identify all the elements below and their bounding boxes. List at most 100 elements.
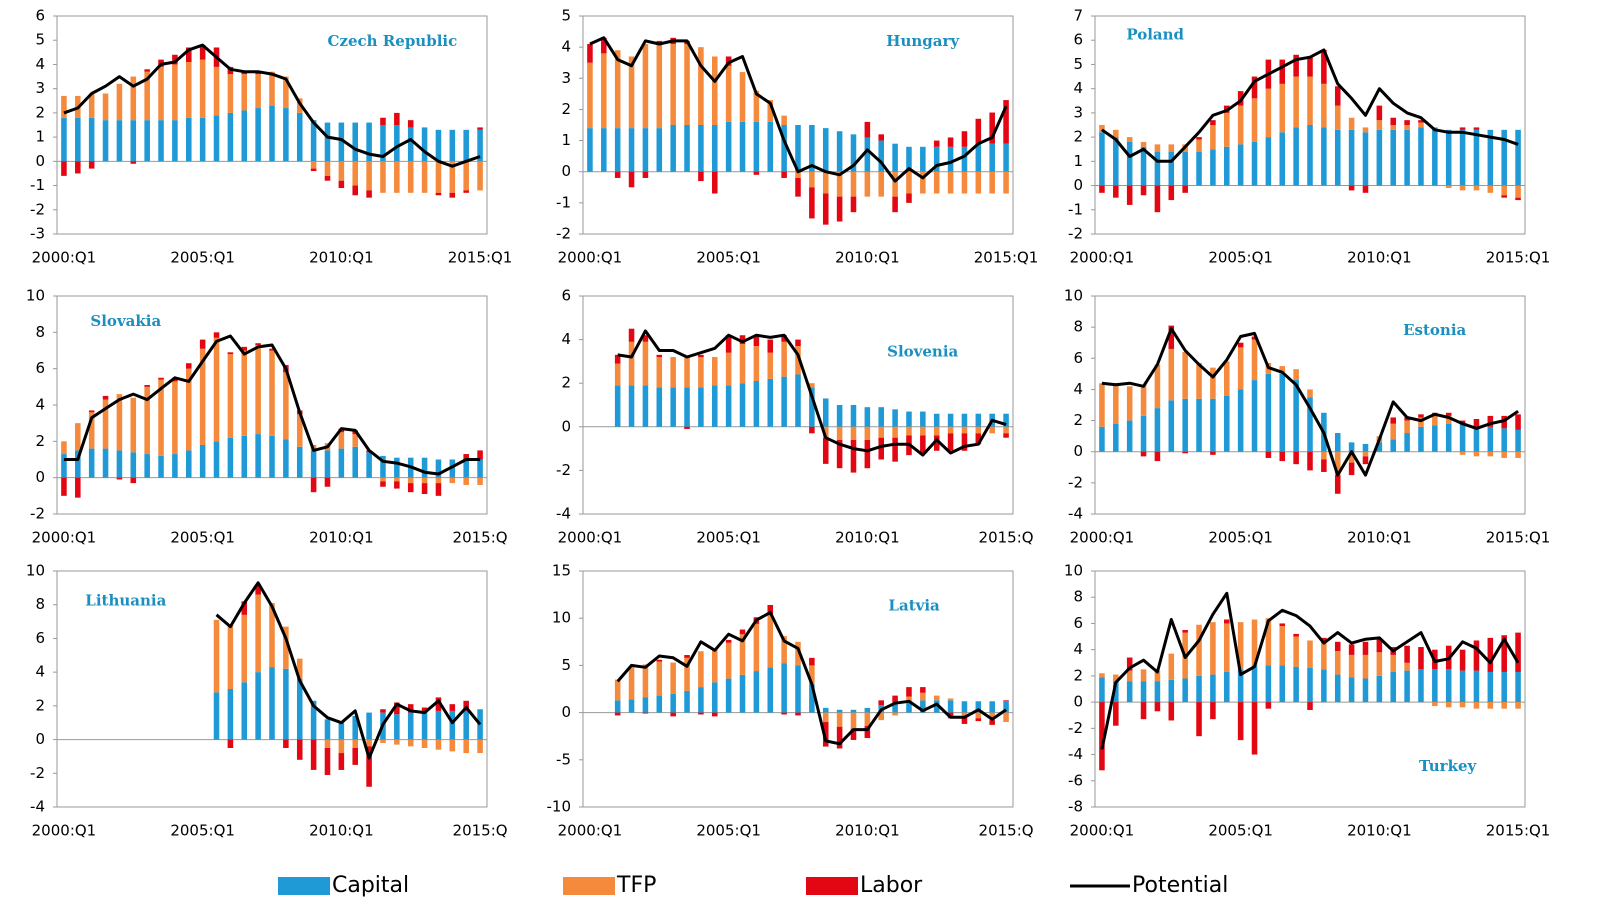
bar-segment [1362, 451, 1369, 457]
bar-segment [933, 695, 940, 701]
bar-segment [1210, 451, 1216, 455]
bar-segment [1154, 670, 1161, 682]
bar-segment [75, 117, 81, 162]
bar-segment [1237, 669, 1244, 703]
bar-segment [809, 187, 815, 219]
bar-segment [144, 69, 150, 72]
y-tick-label: 4 [561, 38, 571, 56]
bar-segment [614, 354, 621, 364]
bar-segment [656, 387, 663, 427]
bar-segment [989, 720, 995, 725]
bar-segment [1279, 373, 1286, 452]
y-tick-label: 2 [1073, 666, 1083, 684]
bar-segment [781, 376, 787, 427]
plot-frame [1094, 295, 1526, 515]
bar-segment [1154, 364, 1161, 409]
bar-segment [199, 339, 206, 349]
bar-segment [795, 125, 801, 172]
bar-segment [1196, 702, 1202, 737]
bar-segment [1515, 702, 1521, 709]
bar-segment [158, 66, 164, 121]
bar-segment [1126, 185, 1133, 205]
panel-title: Latvia [888, 596, 940, 614]
bar-segment [878, 171, 884, 197]
bar-segment [269, 105, 275, 162]
bar-segment [1182, 151, 1188, 186]
bar-segment [158, 120, 164, 162]
y-tick-label: -5 [556, 750, 571, 768]
x-tick-label: 2005:Q1 [170, 249, 235, 267]
bar-segment [1003, 426, 1009, 434]
bar-segment [1237, 144, 1244, 186]
x-tick-label: 2010:Q1 [835, 822, 900, 840]
bar-segment [352, 739, 358, 748]
bar-segment [75, 423, 81, 451]
bar-segment [463, 710, 469, 740]
bar-segment [850, 426, 857, 440]
bar-segment [1487, 129, 1494, 186]
bar-segment [1265, 88, 1272, 138]
bar-segment [767, 352, 774, 379]
bar-segment [933, 435, 940, 451]
bar-segment [394, 457, 400, 478]
bar-segment [947, 433, 954, 451]
bar-segment [296, 446, 303, 478]
bar-segment [1224, 146, 1230, 186]
bar-segment [975, 143, 982, 172]
bar-segment [642, 385, 649, 427]
potential-line [1101, 327, 1519, 477]
bar-segment [878, 700, 884, 706]
bar-segment [642, 341, 649, 386]
bar-segment [1501, 635, 1507, 672]
bar-segment [310, 120, 317, 162]
bar-segment [739, 634, 746, 675]
y-tick-label: 0 [1073, 442, 1083, 460]
bar-segment [1404, 662, 1410, 671]
bar-segment [1515, 451, 1521, 458]
bar-segment [158, 379, 164, 456]
bar-segment [684, 387, 690, 427]
bar-segment [864, 171, 871, 197]
bar-segment [822, 722, 829, 747]
bar-segment [698, 357, 704, 388]
bar-segment [753, 381, 760, 427]
bar-segment [642, 697, 649, 713]
bar-segment [324, 175, 331, 181]
x-tick-label: 2005:Q1 [170, 822, 235, 840]
x-tick-label: 2015:Q1 [1486, 249, 1551, 267]
bar-segment [463, 477, 469, 485]
bar-segment [892, 703, 898, 713]
bar-segment [1224, 671, 1230, 703]
bar-segment [906, 701, 912, 713]
bar-segment [906, 696, 912, 702]
bar-segment [407, 483, 414, 493]
x-tick-label: 2000:Q1 [32, 249, 97, 267]
bar-segment [241, 346, 248, 351]
bar-segment [186, 363, 192, 369]
bar-segment [407, 712, 414, 740]
y-tick-label: 7 [1073, 7, 1083, 25]
bar-segment [1265, 137, 1272, 186]
bar-segment [906, 426, 912, 436]
bar-segment [1224, 112, 1230, 147]
bar-segment [1404, 420, 1410, 434]
bar-segment [961, 146, 968, 172]
bar-segment [1265, 618, 1272, 666]
x-tick-label: 2015:Q [979, 822, 1034, 840]
bar-segment [1154, 702, 1161, 712]
y-tick-label: 6 [35, 359, 45, 377]
x-tick-label: 2015:Q1 [974, 249, 1039, 267]
bar-segment [255, 108, 261, 162]
x-tick-label: 2005:Q1 [696, 249, 761, 267]
bar-segment [283, 372, 289, 440]
bar-segment [88, 93, 95, 118]
bar-segment [1099, 673, 1105, 678]
bar-segment [822, 398, 829, 427]
bar-segment [628, 171, 635, 188]
bar-segment [296, 658, 303, 679]
x-tick-label: 2015:Q [453, 529, 508, 547]
y-tick-label: 2 [35, 103, 45, 121]
bar-segment [1459, 670, 1466, 703]
bar-segment [906, 146, 912, 172]
bar-segment [1487, 637, 1494, 672]
